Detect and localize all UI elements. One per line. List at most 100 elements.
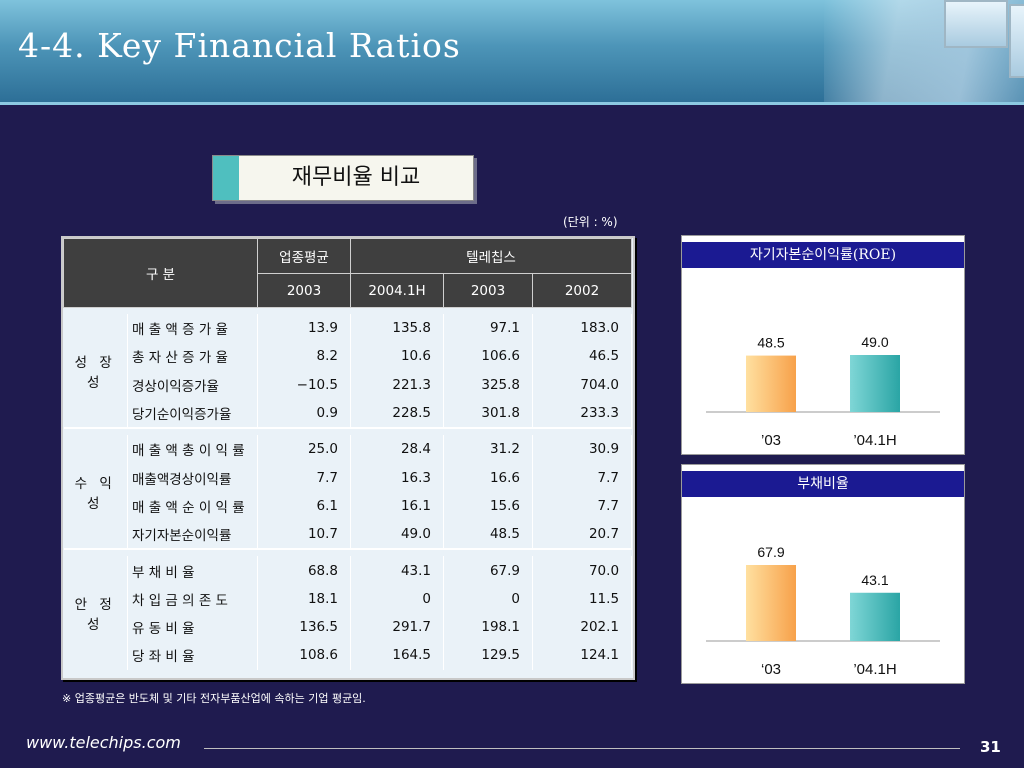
row-item: 자기자본순이익률	[127, 520, 259, 550]
x-tick-label: ’04.1H	[853, 432, 896, 449]
table-cell: 136.5	[257, 612, 352, 642]
header-year: 2004.1H	[350, 273, 445, 308]
bar-1	[850, 355, 900, 412]
page-title: 4-4. Key Financial Ratios	[18, 26, 461, 65]
table-cell: 135.8	[350, 314, 445, 343]
monitor-graphic	[944, 0, 1008, 48]
row-item: 차 입 금 의 존 도	[127, 584, 259, 613]
x-tick-label: ‘03	[761, 661, 781, 678]
roe-bar-chart: 48.5 ’03 49.0 ’04.1H	[706, 334, 940, 449]
row-item: 총 자 산 증 가 율	[127, 342, 259, 371]
table-cell: 301.8	[443, 398, 534, 429]
table-cell: 49.0	[350, 520, 445, 550]
unit-label: (단위 : %)	[563, 215, 618, 229]
table-cell: 7.7	[257, 463, 352, 492]
table-cell: 228.5	[350, 398, 445, 429]
table-cell: −10.5	[257, 370, 352, 399]
row-item: 당기순이익증가율	[127, 398, 259, 429]
table-cell: 124.1	[532, 641, 633, 670]
table-cell: 97.1	[443, 314, 534, 343]
table-cell: 8.2	[257, 342, 352, 371]
table-corner-header: 구 분	[62, 238, 259, 308]
table-cell: 70.0	[532, 556, 633, 585]
row-item: 매 출 액 증 가 율	[127, 314, 259, 343]
table-cell: 20.7	[532, 520, 633, 550]
table-cell: 46.5	[532, 342, 633, 371]
header-year: 2002	[532, 273, 633, 308]
table-cell: 0	[350, 584, 445, 613]
bar-value-label: 43.1	[861, 572, 888, 588]
bar-value-label: 67.9	[757, 544, 784, 560]
header-telechips: 텔레칩스	[350, 238, 633, 274]
row-item: 당 좌 비 율	[127, 641, 259, 670]
footer-divider	[204, 748, 960, 749]
table-cell: 325.8	[443, 370, 534, 399]
table-cell: 291.7	[350, 612, 445, 642]
table-cell: 16.6	[443, 463, 534, 492]
table-cell: 106.6	[443, 342, 534, 371]
table-cell: 67.9	[443, 556, 534, 585]
table-cell: 48.5	[443, 520, 534, 550]
chart-title: 부채비율	[682, 471, 964, 497]
row-item: 부 채 비 율	[127, 556, 259, 585]
table-cell: 68.8	[257, 556, 352, 585]
header-office-image	[824, 0, 1024, 102]
ratio-table-panel: 구 분 업종평균 텔레칩스 2003 2004.1H 2003 2002 성 장…	[61, 236, 635, 680]
table-cell: 16.3	[350, 463, 445, 492]
header-industry-avg: 업종평균	[257, 238, 352, 274]
bar-value-label: 48.5	[757, 335, 784, 351]
x-tick-label: ’04.1H	[853, 661, 896, 678]
footnote: ※ 업종평균은 반도체 및 기타 전자부품산업에 속하는 기업 평균임.	[62, 692, 366, 705]
table-cell: 0	[443, 584, 534, 613]
group-label-growth: 성 장 성	[63, 314, 128, 429]
table-cell: 25.0	[257, 435, 352, 464]
table-cell: 15.6	[443, 491, 534, 521]
table-cell: 129.5	[443, 641, 534, 670]
bar-0	[746, 355, 796, 412]
header-band: 4-4. Key Financial Ratios	[0, 0, 1024, 105]
subtitle-text: 재무비율 비교	[291, 165, 421, 190]
table-cell: 7.7	[532, 491, 633, 521]
page-number: 31	[980, 738, 1001, 756]
row-item: 유 동 비 율	[127, 612, 259, 642]
header-year: 2003	[257, 273, 352, 308]
table-cell: 0.9	[257, 398, 352, 429]
x-tick-label: ’03	[761, 432, 781, 449]
table-cell: 6.1	[257, 491, 352, 521]
ratio-table: 구 분 업종평균 텔레칩스 2003 2004.1H 2003 2002 성 장…	[62, 238, 633, 676]
table-cell: 7.7	[532, 463, 633, 492]
table-cell: 233.3	[532, 398, 633, 429]
group-label-profitability: 수 익 성	[63, 435, 128, 550]
table-cell: 202.1	[532, 612, 633, 642]
header-year: 2003	[443, 273, 534, 308]
subtitle-box: 재무비율 비교	[212, 155, 474, 201]
debt-ratio-bar-chart: 67.9 ‘03 43.1 ’04.1H	[706, 544, 940, 678]
debt-ratio-chart-panel: 부채비율 67.9 ‘03 43.1 ’04.1H	[681, 464, 965, 684]
table-cell: 10.7	[257, 520, 352, 550]
table-cell: 221.3	[350, 370, 445, 399]
subtitle-accent-tab	[213, 156, 239, 200]
table-cell: 10.6	[350, 342, 445, 371]
group-label-stability: 안 정 성	[63, 556, 128, 670]
table-cell: 13.9	[257, 314, 352, 343]
row-item: 매출액경상이익률	[127, 463, 259, 492]
table-cell: 30.9	[532, 435, 633, 464]
row-item: 매 출 액 순 이 익 률	[127, 491, 259, 521]
table-cell: 16.1	[350, 491, 445, 521]
roe-chart-panel: 자기자본순이익률(ROE) 48.5 ’03 49.0 ’04.1H	[681, 235, 965, 455]
table-cell: 31.2	[443, 435, 534, 464]
table-cell: 183.0	[532, 314, 633, 343]
table-cell: 704.0	[532, 370, 633, 399]
table-cell: 28.4	[350, 435, 445, 464]
monitor-graphic	[1009, 4, 1024, 78]
row-item: 경상이익증가율	[127, 370, 259, 399]
table-cell: 43.1	[350, 556, 445, 585]
bar-value-label: 49.0	[861, 334, 888, 350]
table-cell: 18.1	[257, 584, 352, 613]
footer-url[interactable]: www.telechips.com	[26, 733, 181, 752]
table-cell: 11.5	[532, 584, 633, 613]
table-cell: 164.5	[350, 641, 445, 670]
bar-0	[746, 565, 796, 641]
bar-1	[850, 592, 900, 641]
table-cell: 108.6	[257, 641, 352, 670]
